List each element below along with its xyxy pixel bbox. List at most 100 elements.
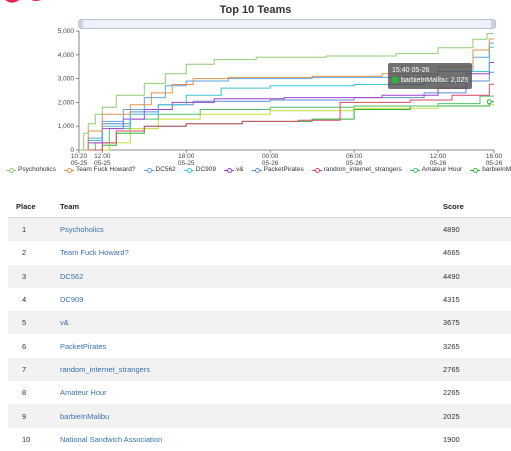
place-cell: 3 [8, 264, 52, 288]
team-link[interactable]: Amateur Hour [60, 388, 107, 398]
legend-item[interactable]: random_internet_strangers [311, 166, 402, 173]
legend-item[interactable]: DC562 [143, 166, 176, 173]
team-cell: barbieInMalibu [52, 404, 435, 428]
zoom-handle-right[interactable] [491, 20, 495, 28]
place-cell: 1 [8, 217, 52, 242]
tooltip-time: 15:40 05-26 [392, 67, 430, 74]
y-tick-label: 3,000 [58, 76, 75, 83]
chart-tooltip: 15:40 05-26 barbieInMalibu: 2,025 [388, 63, 473, 89]
table-row: 1 Psychoholics 4890 [8, 217, 511, 242]
table-row: 5 v& 3675 [8, 311, 511, 335]
y-tick-label: 0 [70, 147, 74, 154]
x-tick-label: 18:00 [178, 153, 195, 160]
x-tick-date-label: 05-25 [94, 160, 111, 167]
team-link[interactable]: v& [60, 318, 69, 328]
team-link[interactable]: DC909 [60, 295, 84, 305]
place-cell: 5 [8, 311, 52, 335]
legend-item[interactable]: Amateur Hour [409, 166, 463, 173]
team-header: Team [52, 195, 435, 218]
team-cell: Amateur Hour [52, 381, 435, 404]
y-tick-label: 1,000 [58, 123, 75, 130]
legend-label: Amateur Hour [421, 166, 463, 173]
team-cell: National Sandwich Association [52, 428, 435, 451]
chart-legend: Psychoholics Team Fuck Howard? DC562 DC909 v… [6, 166, 511, 178]
legend-swatch [470, 167, 481, 173]
tooltip-value: 2,025 [450, 77, 469, 84]
zoom-slider[interactable] [78, 19, 496, 29]
series-line-dc562 [79, 42, 494, 151]
score-header: Score [435, 195, 511, 218]
legend-item[interactable]: PacketPirates [251, 166, 304, 173]
x-tick-label: 10:20 [71, 153, 88, 160]
place-cell: 6 [22, 341, 27, 351]
legend-label: PacketPirates [263, 166, 304, 173]
team-link[interactable]: Psychoholics [60, 225, 104, 235]
legend-swatch [6, 167, 16, 173]
team-cell: v& [52, 311, 435, 335]
y-tick-label: 4,000 [58, 52, 75, 59]
team-link[interactable]: barbieInMalibu [60, 411, 110, 421]
team-cell: DC909 [52, 288, 435, 311]
team-link[interactable]: National Sandwich Association [60, 434, 163, 444]
table-row: 2 Team Fuck Howard? 4665 [8, 241, 511, 264]
score-cell: 4315 [443, 295, 460, 305]
legend-label: random_internet_strangers [323, 166, 402, 173]
table-header-row: Place Team Score [8, 195, 511, 218]
place-cell: 4 [22, 295, 27, 305]
place-cell: 8 [22, 388, 27, 398]
table-row: 9 barbieInMalibu 2025 [8, 404, 511, 428]
team-link[interactable]: DC562 [60, 271, 84, 281]
legend-label: Psychoholics [18, 166, 56, 173]
score-cell: 4890 [435, 217, 511, 242]
legend-item[interactable]: v& [224, 166, 244, 173]
x-tick-label: 06:00 [346, 153, 363, 160]
team-link[interactable]: PacketPirates [60, 341, 107, 351]
chart-title: Top 10 Teams [219, 4, 292, 16]
score-cell: 1900 [443, 434, 460, 444]
x-tick-date-label: 05-25 [71, 160, 88, 167]
x-tick-label: 16:00 [486, 153, 503, 160]
place-cell: 2 [22, 248, 27, 258]
x-tick-date-label: 05-26 [486, 160, 503, 167]
team-cell: Psychoholics [52, 217, 435, 242]
table-row: 10 National Sandwich Association 1900 [8, 428, 511, 451]
y-tick-label: 2,000 [58, 99, 75, 106]
table-row: 3 DC562 4490 [8, 264, 511, 288]
score-cell: 2765 [435, 357, 511, 382]
place-cell: 9 [8, 404, 52, 428]
legend-label: v& [236, 166, 244, 173]
legend-swatch [63, 167, 74, 173]
tooltip-series: barbieInMalibu [401, 77, 447, 84]
table-row: 4 DC909 4315 [8, 288, 511, 311]
x-tick-label: 00:00 [262, 153, 279, 160]
zoom-handle-left[interactable] [79, 20, 83, 28]
team-cell: DC562 [52, 264, 435, 288]
team-cell: random_internet_strangers [52, 357, 435, 382]
place-cell: 7 [8, 357, 52, 382]
legend-swatch [143, 167, 154, 173]
place-cell: 10 [22, 434, 31, 444]
y-tick-label: 5,000 [58, 28, 75, 35]
legend-label: Team Fuck Howard? [75, 166, 136, 173]
legend-item[interactable]: Psychoholics [6, 166, 56, 173]
tooltip-point [486, 99, 492, 105]
legend-swatch [409, 167, 420, 173]
series-line-psychoholics [79, 33, 494, 151]
team-link[interactable]: Team Fuck Howard? [60, 248, 129, 258]
x-tick-label: 12:00 [430, 153, 447, 160]
place-header: Place [8, 195, 52, 218]
team-cell: Team Fuck Howard? [52, 241, 435, 264]
legend-label: barbieInMalibu [482, 166, 511, 173]
x-tick-date-label: 05-25 [178, 160, 195, 167]
team-link[interactable]: random_internet_strangers [60, 364, 151, 374]
x-tick-date-label: 05-26 [262, 160, 279, 167]
table-row: 7 random_internet_strangers 2765 [8, 357, 511, 382]
series-line-amateur-hour [79, 95, 494, 151]
table-row: 8 Amateur Hour 2265 [8, 381, 511, 404]
legend-swatch [183, 167, 194, 173]
legend-item[interactable]: Team Fuck Howard? [63, 166, 136, 173]
legend-swatch [311, 167, 322, 173]
legend-item[interactable]: barbieInMalibu [470, 166, 511, 173]
legend-swatch [251, 167, 262, 173]
legend-item[interactable]: DC909 [183, 166, 216, 173]
